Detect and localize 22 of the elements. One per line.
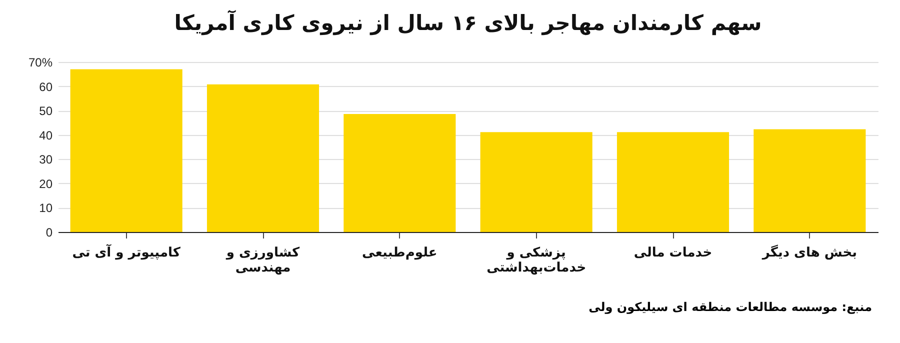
text: منبع: موسسه مطالعات منطقه ای سیلیکون ولی (588, 300, 872, 314)
y-tick-label: 70% (28, 56, 53, 70)
x-tick-label: کشاورزی و مهندسی (225, 246, 300, 276)
y-tick-label: 10 (39, 201, 53, 216)
y-tick-label: 20 (39, 176, 53, 191)
y-tick-label: 30 (39, 152, 53, 167)
y-tick-label: 50 (39, 104, 53, 118)
x-tick-label: علوم‌طبیعی (362, 246, 438, 260)
x-tick-label: کامپیوتر و آی تی (72, 244, 181, 260)
bar (480, 132, 592, 232)
bar (616, 132, 730, 232)
x-tick-label: خدمات‌ مالی (634, 246, 712, 260)
bar (754, 129, 866, 232)
y-tick-label: 40 (39, 128, 53, 142)
bar (344, 114, 456, 232)
bar (70, 69, 182, 232)
y-tick-label: 0 (46, 226, 53, 240)
y-tick-label: 60 (39, 80, 53, 94)
chart-title: سهم کارمندان مهاجر بالای ۱۶ سال از نیروی کاری آمریکا (174, 9, 762, 36)
x-tick-label: بخش های دیگر (761, 244, 858, 260)
bar (206, 84, 320, 232)
x-tick-label: پزشکی و خدمات‌بهداشتی (486, 246, 586, 276)
